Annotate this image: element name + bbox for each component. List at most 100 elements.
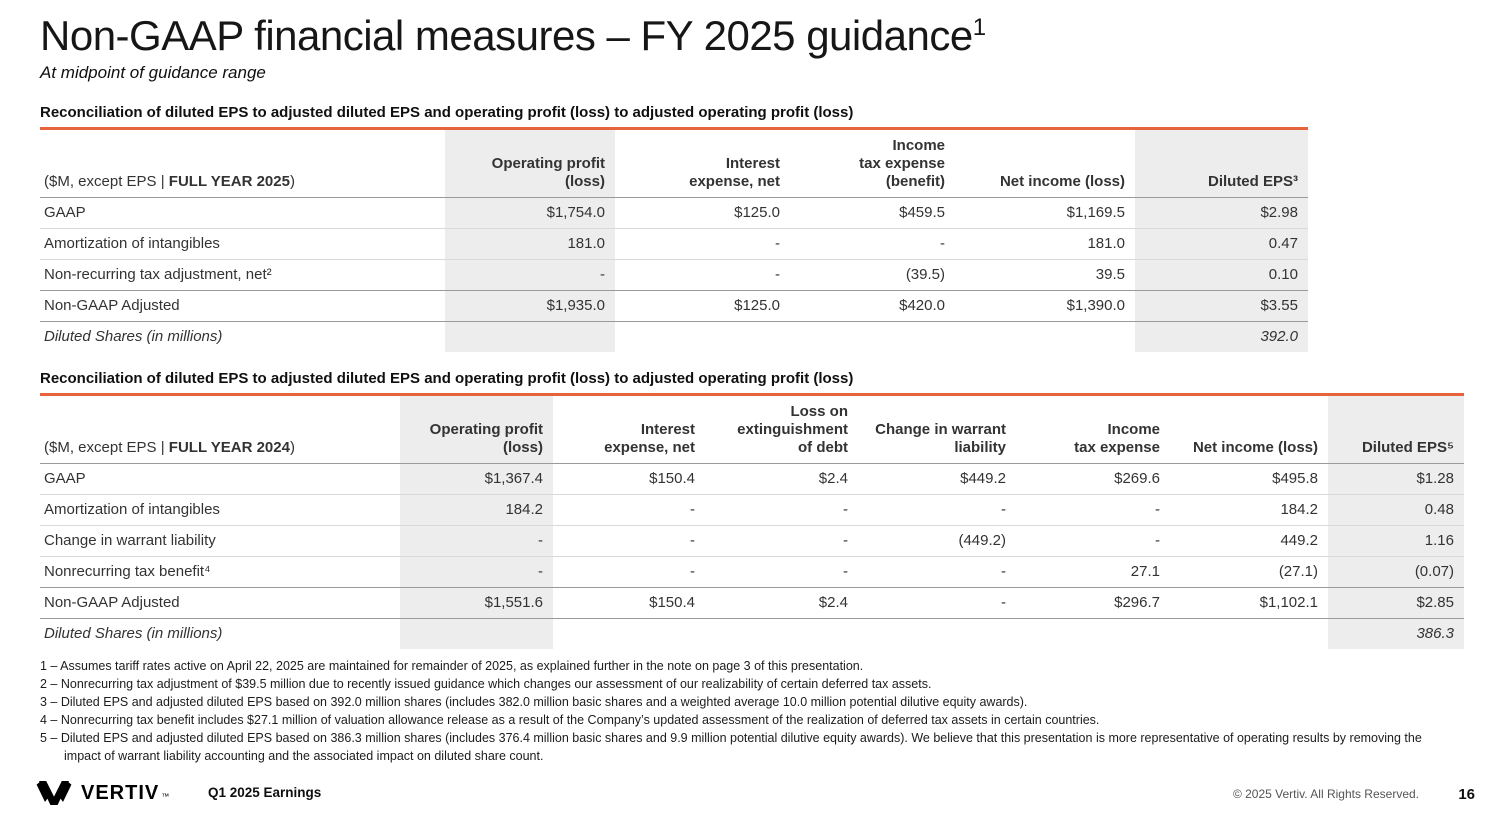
cell-interest-expense: $125.0 xyxy=(615,290,790,323)
cell-net-income: 184.2 xyxy=(1170,494,1328,527)
row-label: Amortization of intangibles xyxy=(40,228,445,261)
cell-net-income: (27.1) xyxy=(1170,556,1328,589)
column-header-diluted-eps: Diluted EPS³ xyxy=(1135,128,1308,199)
footnote-5: 5 – Diluted EPS and adjusted diluted EPS… xyxy=(40,731,1422,764)
footnotes: 1 – Assumes tariff rates active on April… xyxy=(40,657,1460,765)
cell-interest-expense: - xyxy=(615,259,790,292)
cell-operating-profit: $1,935.0 xyxy=(445,290,615,323)
cell-interest-expense xyxy=(553,619,705,650)
label-header-year: FULL YEAR 2025 xyxy=(168,173,290,191)
cell-warrant-liability xyxy=(858,619,1016,650)
cell-income-tax: (39.5) xyxy=(790,259,955,292)
fy2024-header-row: ($M, except EPS | FULL YEAR 2024) Operat… xyxy=(40,394,1464,465)
column-header-interest-expense: Interest expense, net xyxy=(615,128,790,199)
cell-diluted-eps: $2.98 xyxy=(1135,197,1308,230)
cell-net-income: 39.5 xyxy=(955,259,1135,292)
page-number: 16 xyxy=(1458,786,1475,803)
cell-income-tax: $420.0 xyxy=(790,290,955,323)
cell-diluted-eps: $1.28 xyxy=(1328,463,1464,496)
table-row-gaap: GAAP $1,754.0 $125.0 $459.5 $1,169.5 $2.… xyxy=(40,197,1308,230)
vertiv-logo-icon xyxy=(36,778,72,808)
page-title-text: Non-GAAP financial measures – FY 2025 gu… xyxy=(40,12,973,59)
cell-income-tax xyxy=(1016,619,1170,650)
cell-loss-extinguishment: $2.4 xyxy=(705,463,858,496)
cell-interest-expense: - xyxy=(615,228,790,261)
table-row-tax-benefit: Nonrecurring tax benefit⁴ - - - - 27.1 (… xyxy=(40,556,1464,589)
row-label: Nonrecurring tax benefit⁴ xyxy=(40,556,400,589)
cell-operating-profit: 181.0 xyxy=(445,228,615,261)
table-row-gaap: GAAP $1,367.4 $150.4 $2.4 $449.2 $269.6 … xyxy=(40,463,1464,496)
table-row-amortization: Amortization of intangibles 181.0 - - 18… xyxy=(40,228,1308,261)
cell-operating-profit: - xyxy=(400,556,553,589)
cell-warrant-liability: - xyxy=(858,494,1016,527)
cell-income-tax: $459.5 xyxy=(790,197,955,230)
cell-warrant-liability: (449.2) xyxy=(858,525,1016,558)
cell-interest-expense xyxy=(615,322,790,353)
row-label: GAAP xyxy=(40,197,445,230)
label-header-suffix: ) xyxy=(289,173,295,191)
fy2024-section-title: Reconciliation of diluted EPS to adjuste… xyxy=(40,370,854,388)
cell-income-tax: $269.6 xyxy=(1016,463,1170,496)
row-label: Diluted Shares (in millions) xyxy=(44,328,223,346)
column-header-interest-expense: Interest expense, net xyxy=(553,394,705,465)
footnote-3: 3 – Diluted EPS and adjusted diluted EPS… xyxy=(40,695,1028,710)
page-title: Non-GAAP financial measures – FY 2025 gu… xyxy=(40,12,1465,60)
footnote-1: 1 – Assumes tariff rates active on April… xyxy=(40,659,864,674)
cell-diluted-eps: 0.10 xyxy=(1135,259,1308,292)
label-header-prefix: ($M, except EPS | xyxy=(44,173,169,191)
row-label: Non-GAAP Adjusted xyxy=(40,587,400,620)
cell-operating-profit: - xyxy=(445,259,615,292)
cell-net-income: 181.0 xyxy=(955,228,1135,261)
column-header-row-label: ($M, except EPS | FULL YEAR 2025) xyxy=(40,128,445,199)
cell-net-income: $1,169.5 xyxy=(955,197,1135,230)
cell-diluted-eps: 1.16 xyxy=(1328,525,1464,558)
table-row-warrant-change: Change in warrant liability - - - (449.2… xyxy=(40,525,1464,558)
column-header-net-income: Net income (loss) xyxy=(955,128,1135,199)
cell-diluted-eps: 0.48 xyxy=(1328,494,1464,527)
cell-diluted-shares-value: 392.0 xyxy=(1135,321,1308,353)
cell-warrant-liability: - xyxy=(858,587,1016,620)
cell-diluted-eps: $3.55 xyxy=(1135,290,1308,323)
cell-income-tax: - xyxy=(1016,525,1170,558)
row-label: Non-recurring tax adjustment, net² xyxy=(40,259,445,292)
cell-loss-extinguishment: - xyxy=(705,494,858,527)
cell-diluted-shares-value: 386.3 xyxy=(1328,618,1464,650)
cell-operating-profit: - xyxy=(400,525,553,558)
title-footnote-ref: 1 xyxy=(972,14,986,41)
cell-operating-profit: $1,551.6 xyxy=(400,587,553,620)
fy2024-table: ($M, except EPS | FULL YEAR 2024) Operat… xyxy=(40,393,1464,650)
table-row-non-gaap-adjusted: Non-GAAP Adjusted $1,551.6 $150.4 $2.4 -… xyxy=(40,587,1464,620)
cell-income-tax xyxy=(790,322,955,353)
label-header-suffix: ) xyxy=(289,439,295,457)
table-row-diluted-shares: Diluted Shares (in millions) 392.0 xyxy=(40,321,1308,353)
cell-operating-profit: $1,754.0 xyxy=(445,197,615,230)
slide-content: Non-GAAP financial measures – FY 2025 gu… xyxy=(40,12,1465,765)
table-row-tax-adjustment: Non-recurring tax adjustment, net² - - (… xyxy=(40,259,1308,292)
cell-net-income: 449.2 xyxy=(1170,525,1328,558)
cell-operating-profit: $1,367.4 xyxy=(400,463,553,496)
deck-label: Q1 2025 Earnings xyxy=(208,785,322,800)
column-header-diluted-eps: Diluted EPS⁵ xyxy=(1328,394,1464,465)
cell-diluted-eps: $2.85 xyxy=(1328,587,1464,620)
cell-interest-expense: $150.4 xyxy=(553,587,705,620)
label-header-year: FULL YEAR 2024 xyxy=(168,439,290,457)
row-label: Non-GAAP Adjusted xyxy=(40,290,445,323)
footnote-4: 4 – Nonrecurring tax benefit includes $2… xyxy=(40,713,1100,728)
slide-footer: VERTIV ™ Q1 2025 Earnings © 2025 Vertiv.… xyxy=(0,763,1503,817)
label-header-prefix: ($M, except EPS | xyxy=(44,439,169,457)
column-header-operating-profit: Operating profit (loss) xyxy=(400,394,553,465)
cell-interest-expense: - xyxy=(553,525,705,558)
cell-loss-extinguishment: $2.4 xyxy=(705,587,858,620)
cell-interest-expense: - xyxy=(553,494,705,527)
row-label: Change in warrant liability xyxy=(40,525,400,558)
cell-net-income: $495.8 xyxy=(1170,463,1328,496)
column-header-row-label: ($M, except EPS | FULL YEAR 2024) xyxy=(40,394,400,465)
cell-income-tax: - xyxy=(790,228,955,261)
cell-warrant-liability: $449.2 xyxy=(858,463,1016,496)
cell-loss-extinguishment xyxy=(705,619,858,650)
fy2025-section-title: Reconciliation of diluted EPS to adjuste… xyxy=(40,104,854,122)
row-label: Diluted Shares (in millions) xyxy=(44,625,223,643)
column-header-loss-extinguishment: Loss on extinguishment of debt xyxy=(705,394,858,465)
page-subtitle: At midpoint of guidance range xyxy=(40,63,266,83)
cell-income-tax: $296.7 xyxy=(1016,587,1170,620)
